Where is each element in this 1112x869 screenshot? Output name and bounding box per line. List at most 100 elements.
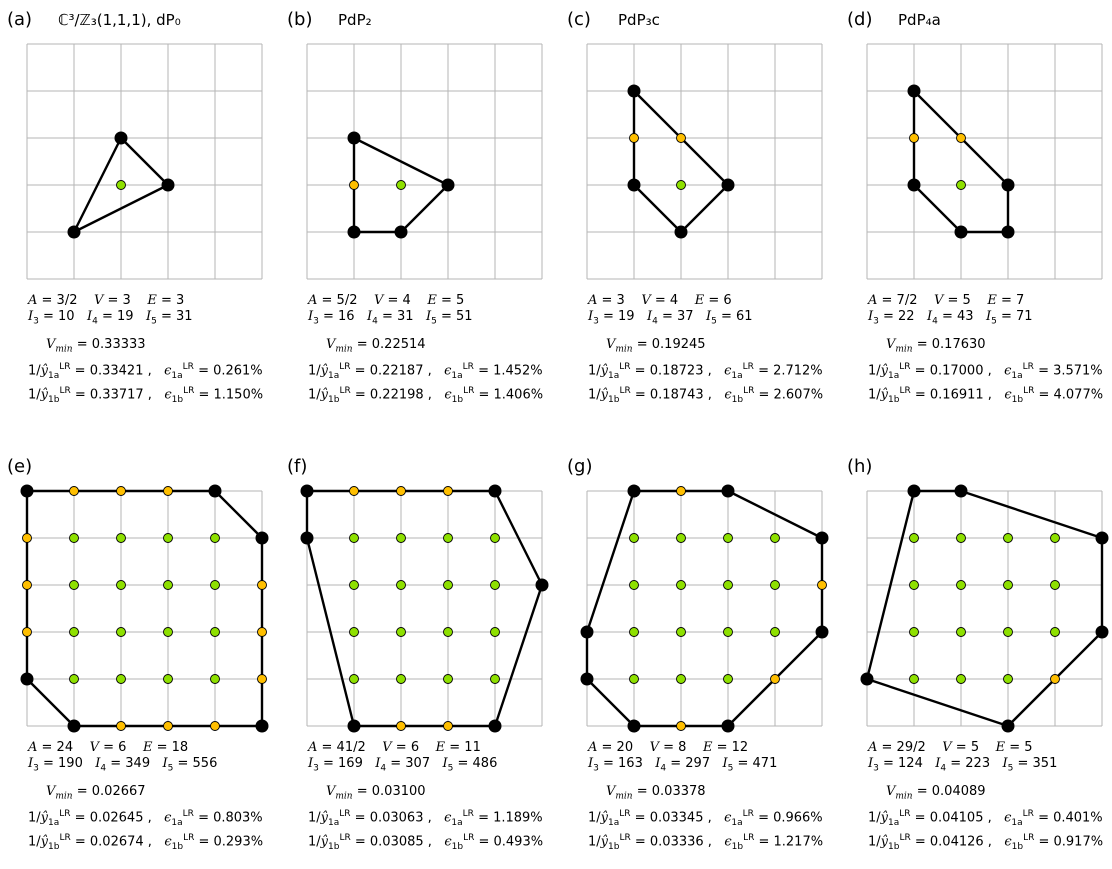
- interior-point: [210, 580, 220, 590]
- interior-point: [396, 627, 406, 637]
- interior-point: [1003, 533, 1013, 543]
- panel-e: (e): [7, 456, 269, 733]
- stats-area-line: A = 3/2 V = 3 E = 3: [28, 293, 185, 308]
- panel-f: (f): [287, 456, 549, 733]
- interior-point: [116, 533, 126, 543]
- panel-name: PdP₂: [338, 11, 372, 29]
- interior-point: [629, 533, 639, 543]
- grid: [866, 43, 1103, 280]
- interior-point: [396, 180, 406, 190]
- panel-b: (b) PdP₂: [287, 9, 543, 280]
- interior-point: [629, 580, 639, 590]
- stats-area-line: A = 24 V = 6 E = 18: [28, 740, 189, 755]
- boundary-point: [396, 721, 406, 731]
- panel-name: PdP₃c: [618, 11, 660, 29]
- interior-point: [396, 580, 406, 590]
- boundary-point: [349, 486, 359, 496]
- boundary-point: [257, 674, 267, 684]
- interior-point: [490, 674, 500, 684]
- vertex-point: [20, 672, 34, 686]
- grid: [866, 490, 1103, 727]
- panel-h: (h): [847, 456, 1109, 733]
- polygon-edge: [25, 489, 264, 728]
- interior-point: [629, 627, 639, 637]
- interior-point: [69, 674, 79, 684]
- stats-index-line: I3 = 169 I4 = 307 I5 = 486: [308, 756, 498, 774]
- boundary-point: [116, 486, 126, 496]
- stats-index-line: I3 = 163 I4 = 297 I5 = 471: [588, 756, 778, 774]
- boundary-point: [22, 533, 32, 543]
- interior-point: [116, 180, 126, 190]
- interior-point: [956, 180, 966, 190]
- stats-1a-line: 1/ŷ1aLR = 0.02645 , ϵ1aLR = 0.803%: [28, 809, 263, 828]
- interior-point: [676, 533, 686, 543]
- interior-point: [909, 627, 919, 637]
- vertex-point: [347, 225, 361, 239]
- boundary-point: [443, 721, 453, 731]
- stats-area-line: A = 3 V = 4 E = 6: [588, 293, 732, 308]
- vertex-point: [488, 719, 502, 733]
- vertex-point: [1095, 625, 1109, 639]
- stats-index-line: I3 = 190 I4 = 349 I5 = 556: [28, 756, 218, 774]
- interior-point: [396, 674, 406, 684]
- panel-label: (a): [7, 9, 32, 30]
- vertex-point: [860, 672, 874, 686]
- vertex-point: [255, 531, 269, 545]
- boundary-point: [116, 721, 126, 731]
- grid: [586, 43, 823, 280]
- interior-point: [490, 533, 500, 543]
- interior-point: [210, 674, 220, 684]
- interior-point: [443, 674, 453, 684]
- stats-1b-line: 1/ŷ1bLR = 0.02674 , ϵ1bLR = 0.293%: [28, 833, 264, 852]
- panel-label: (d): [847, 9, 872, 30]
- interior-point: [163, 533, 173, 543]
- stats-area-line: A = 7/2 V = 5 E = 7: [868, 293, 1025, 308]
- vertex-point: [627, 84, 641, 98]
- panel-c: (c) PdP₃c: [567, 9, 823, 280]
- interior-point: [909, 580, 919, 590]
- interior-point: [676, 627, 686, 637]
- panel-d: (d) PdP₄a: [847, 9, 1103, 280]
- stats-1a-line: 1/ŷ1aLR = 0.22187 , ϵ1aLR = 1.452%: [308, 362, 543, 381]
- polygon-edge: [585, 489, 824, 728]
- stats-vmin-line: Vmin = 0.33333: [46, 337, 146, 355]
- interior-point: [723, 533, 733, 543]
- interior-point: [723, 580, 733, 590]
- interior-point: [443, 533, 453, 543]
- polygon-edge: [305, 489, 544, 728]
- vertex-point: [1001, 178, 1015, 192]
- interior-point: [116, 674, 126, 684]
- stats-1a-line: 1/ŷ1aLR = 0.17000 , ϵ1aLR = 3.571%: [868, 362, 1103, 381]
- stats-1b-line: 1/ŷ1bLR = 0.03085 , ϵ1bLR = 0.493%: [308, 833, 544, 852]
- interior-point: [770, 627, 780, 637]
- vertex-point: [815, 625, 829, 639]
- interior-point: [210, 627, 220, 637]
- interior-point: [349, 533, 359, 543]
- stats-1a-line: 1/ŷ1aLR = 0.18723 , ϵ1aLR = 2.712%: [588, 362, 823, 381]
- panel-label: (g): [567, 456, 592, 477]
- stats-index-line: I3 = 16 I4 = 31 I5 = 51: [308, 309, 473, 327]
- boundary-point: [349, 180, 359, 190]
- vertex-point: [721, 484, 735, 498]
- interior-point: [676, 580, 686, 590]
- interior-point: [443, 580, 453, 590]
- interior-point: [163, 674, 173, 684]
- interior-point: [1003, 580, 1013, 590]
- panel-label: (e): [7, 456, 32, 477]
- interior-point: [1003, 674, 1013, 684]
- vertex-point: [907, 178, 921, 192]
- interior-point: [909, 674, 919, 684]
- vertex-point: [441, 178, 455, 192]
- interior-point: [163, 580, 173, 590]
- stats-vmin-line: Vmin = 0.19245: [606, 337, 706, 355]
- vertex-point: [627, 719, 641, 733]
- boundary-point: [257, 627, 267, 637]
- interior-point: [116, 627, 126, 637]
- polygon-edge: [865, 489, 1104, 728]
- stats-index-line: I3 = 10 I4 = 19 I5 = 31: [28, 309, 193, 327]
- vertex-point: [674, 225, 688, 239]
- stats-index-line: I3 = 22 I4 = 43 I5 = 71: [868, 309, 1033, 327]
- boundary-point: [210, 721, 220, 731]
- interior-point: [69, 533, 79, 543]
- boundary-point: [676, 721, 686, 731]
